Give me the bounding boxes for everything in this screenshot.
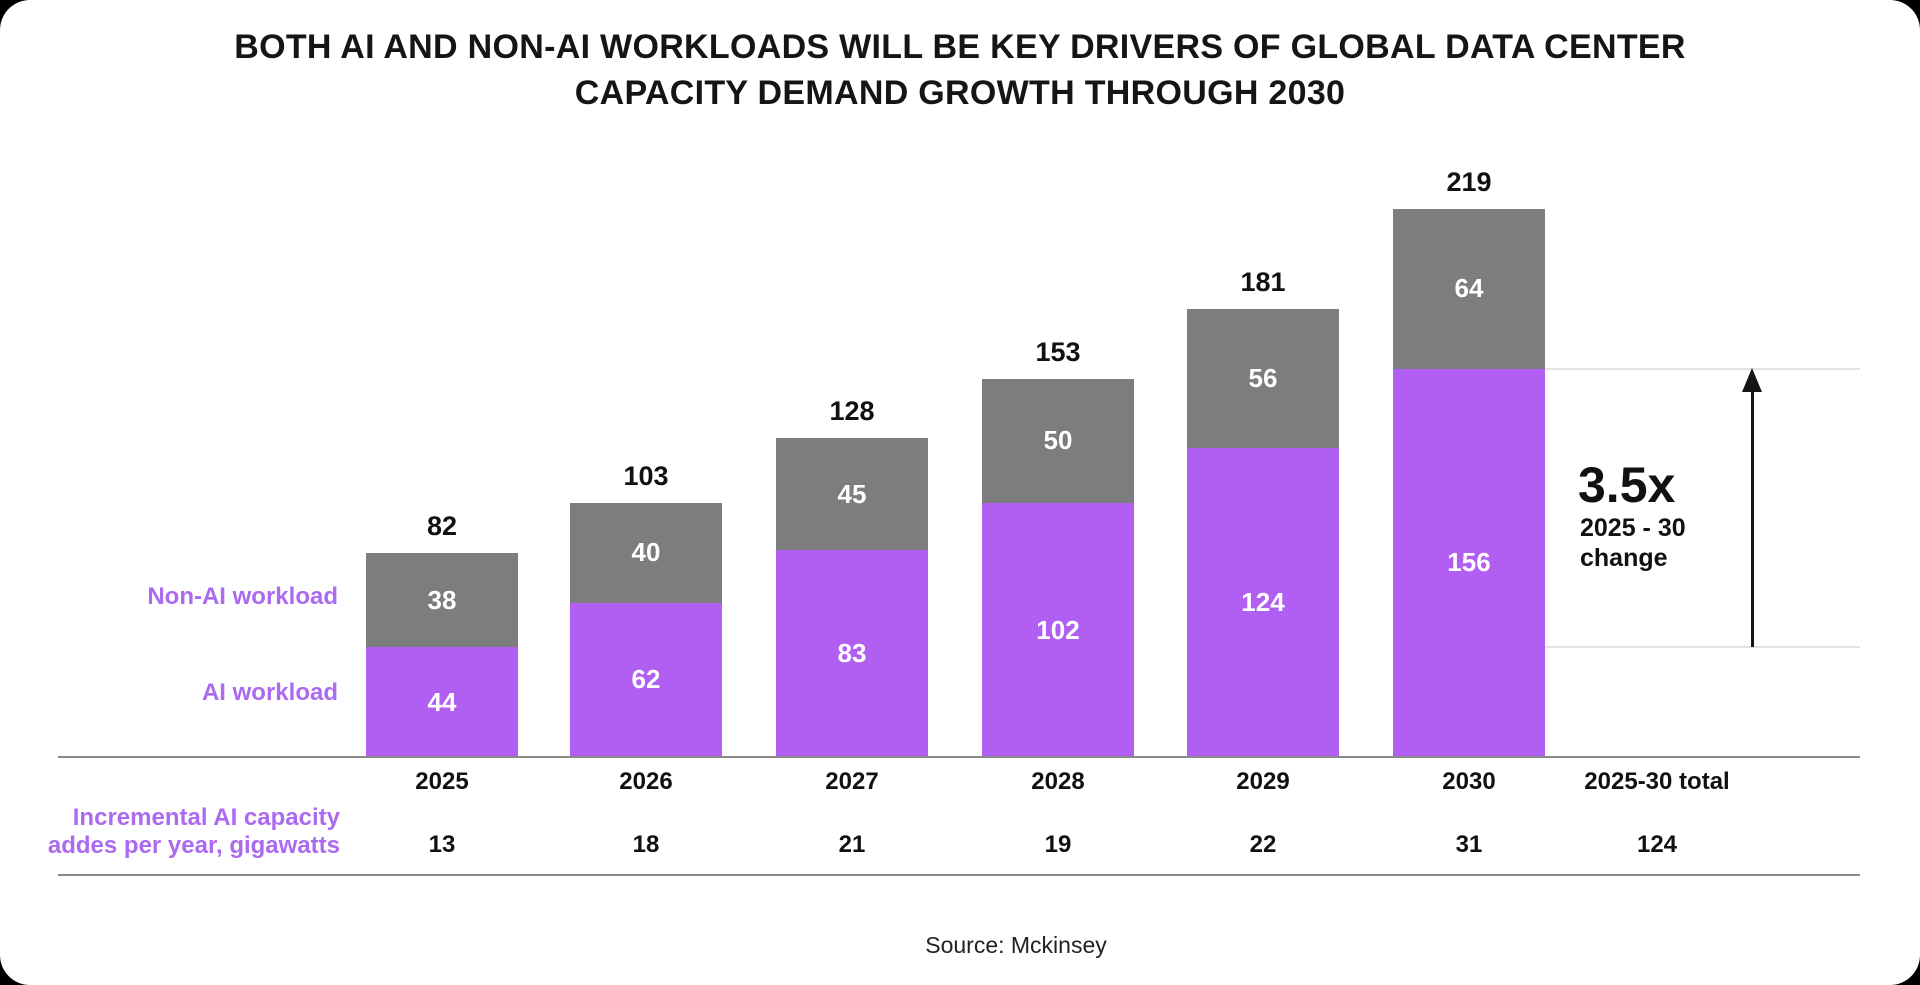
bar-segment-ai-2026: 62 xyxy=(570,602,722,757)
legend-non-ai-label: Non-AI workload xyxy=(147,583,338,610)
x-axis-baseline xyxy=(58,756,1860,758)
bar-segment-ai-2025: 44 xyxy=(366,647,518,757)
incremental-value-2030: 31 xyxy=(1455,831,1483,858)
bar-total-label-2026: 103 xyxy=(623,461,669,492)
incremental-caption-line2: addes per year, gigawatts xyxy=(47,832,340,859)
growth-multiplier-label: 3.5x xyxy=(1578,457,1676,513)
growth-annotation-range: 2025 - 30 xyxy=(1580,514,1686,542)
x-axis-label-2026: 2026 xyxy=(619,768,673,795)
bar-total-label-2028: 153 xyxy=(1035,336,1081,367)
legend-ai-label: AI workload xyxy=(201,679,338,706)
growth-arrow-line xyxy=(1750,388,1754,648)
bar-total-label-2029: 181 xyxy=(1240,266,1286,297)
incremental-value-total: 124 xyxy=(1636,831,1678,858)
bar-total-label-2030: 219 xyxy=(1446,167,1492,198)
bar-segment-ai-2029: 124 xyxy=(1187,448,1339,757)
x-axis-label-2025: 2025 xyxy=(415,768,469,795)
x-axis-label-2030: 2030 xyxy=(1442,768,1496,795)
bar-segment-non-ai-2027: 45 xyxy=(776,438,928,551)
bar-segment-ai-2028: 102 xyxy=(982,503,1134,757)
incremental-value-2026: 18 xyxy=(632,831,660,858)
table-bottom-rule xyxy=(58,874,1860,876)
bar-segment-non-ai-2029: 56 xyxy=(1187,308,1339,449)
x-axis-label-2029: 2029 xyxy=(1236,768,1290,795)
x-axis-label-2028: 2028 xyxy=(1031,768,1085,795)
incremental-row-caption: Incremental AI capacity addes per year, … xyxy=(0,804,340,860)
growth-annotation-caption: 2025 - 30 change xyxy=(1580,513,1686,573)
x-axis-label-2027: 2027 xyxy=(825,768,879,795)
bar-segment-ai-2030: 156 xyxy=(1393,368,1545,757)
gridline-2030-ai-level xyxy=(1545,367,1860,370)
gridline-2025-ai-level xyxy=(1545,646,1860,649)
source-attribution: Source: Mckinsey xyxy=(925,932,1107,958)
growth-arrow-head-icon xyxy=(1742,367,1762,392)
incremental-caption-line1: Incremental AI capacity xyxy=(72,804,340,831)
bar-segment-ai-2027: 83 xyxy=(776,550,928,757)
chart-title-line1: BOTH AI AND NON-AI WORKLOADS WILL BE KEY… xyxy=(234,28,1686,66)
bar-total-label-2027: 128 xyxy=(829,396,875,427)
bar-total-label-2025: 82 xyxy=(426,510,458,541)
incremental-value-2027: 21 xyxy=(838,831,866,858)
growth-annotation-caption-text: change xyxy=(1580,544,1668,572)
incremental-value-2029: 22 xyxy=(1249,831,1277,858)
bar-segment-non-ai-2025: 38 xyxy=(366,552,518,648)
bar-segment-non-ai-2030: 64 xyxy=(1393,209,1545,369)
chart-title: BOTH AI AND NON-AI WORKLOADS WILL BE KEY… xyxy=(0,24,1920,116)
chart-title-line2: CAPACITY DEMAND GROWTH THROUGH 2030 xyxy=(574,74,1346,112)
incremental-value-2028: 19 xyxy=(1044,831,1072,858)
bar-segment-non-ai-2028: 50 xyxy=(982,378,1134,504)
incremental-value-2025: 13 xyxy=(428,831,456,858)
x-axis-label-total-column: 2025-30 total xyxy=(1584,768,1730,795)
bar-segment-non-ai-2026: 40 xyxy=(570,503,722,603)
